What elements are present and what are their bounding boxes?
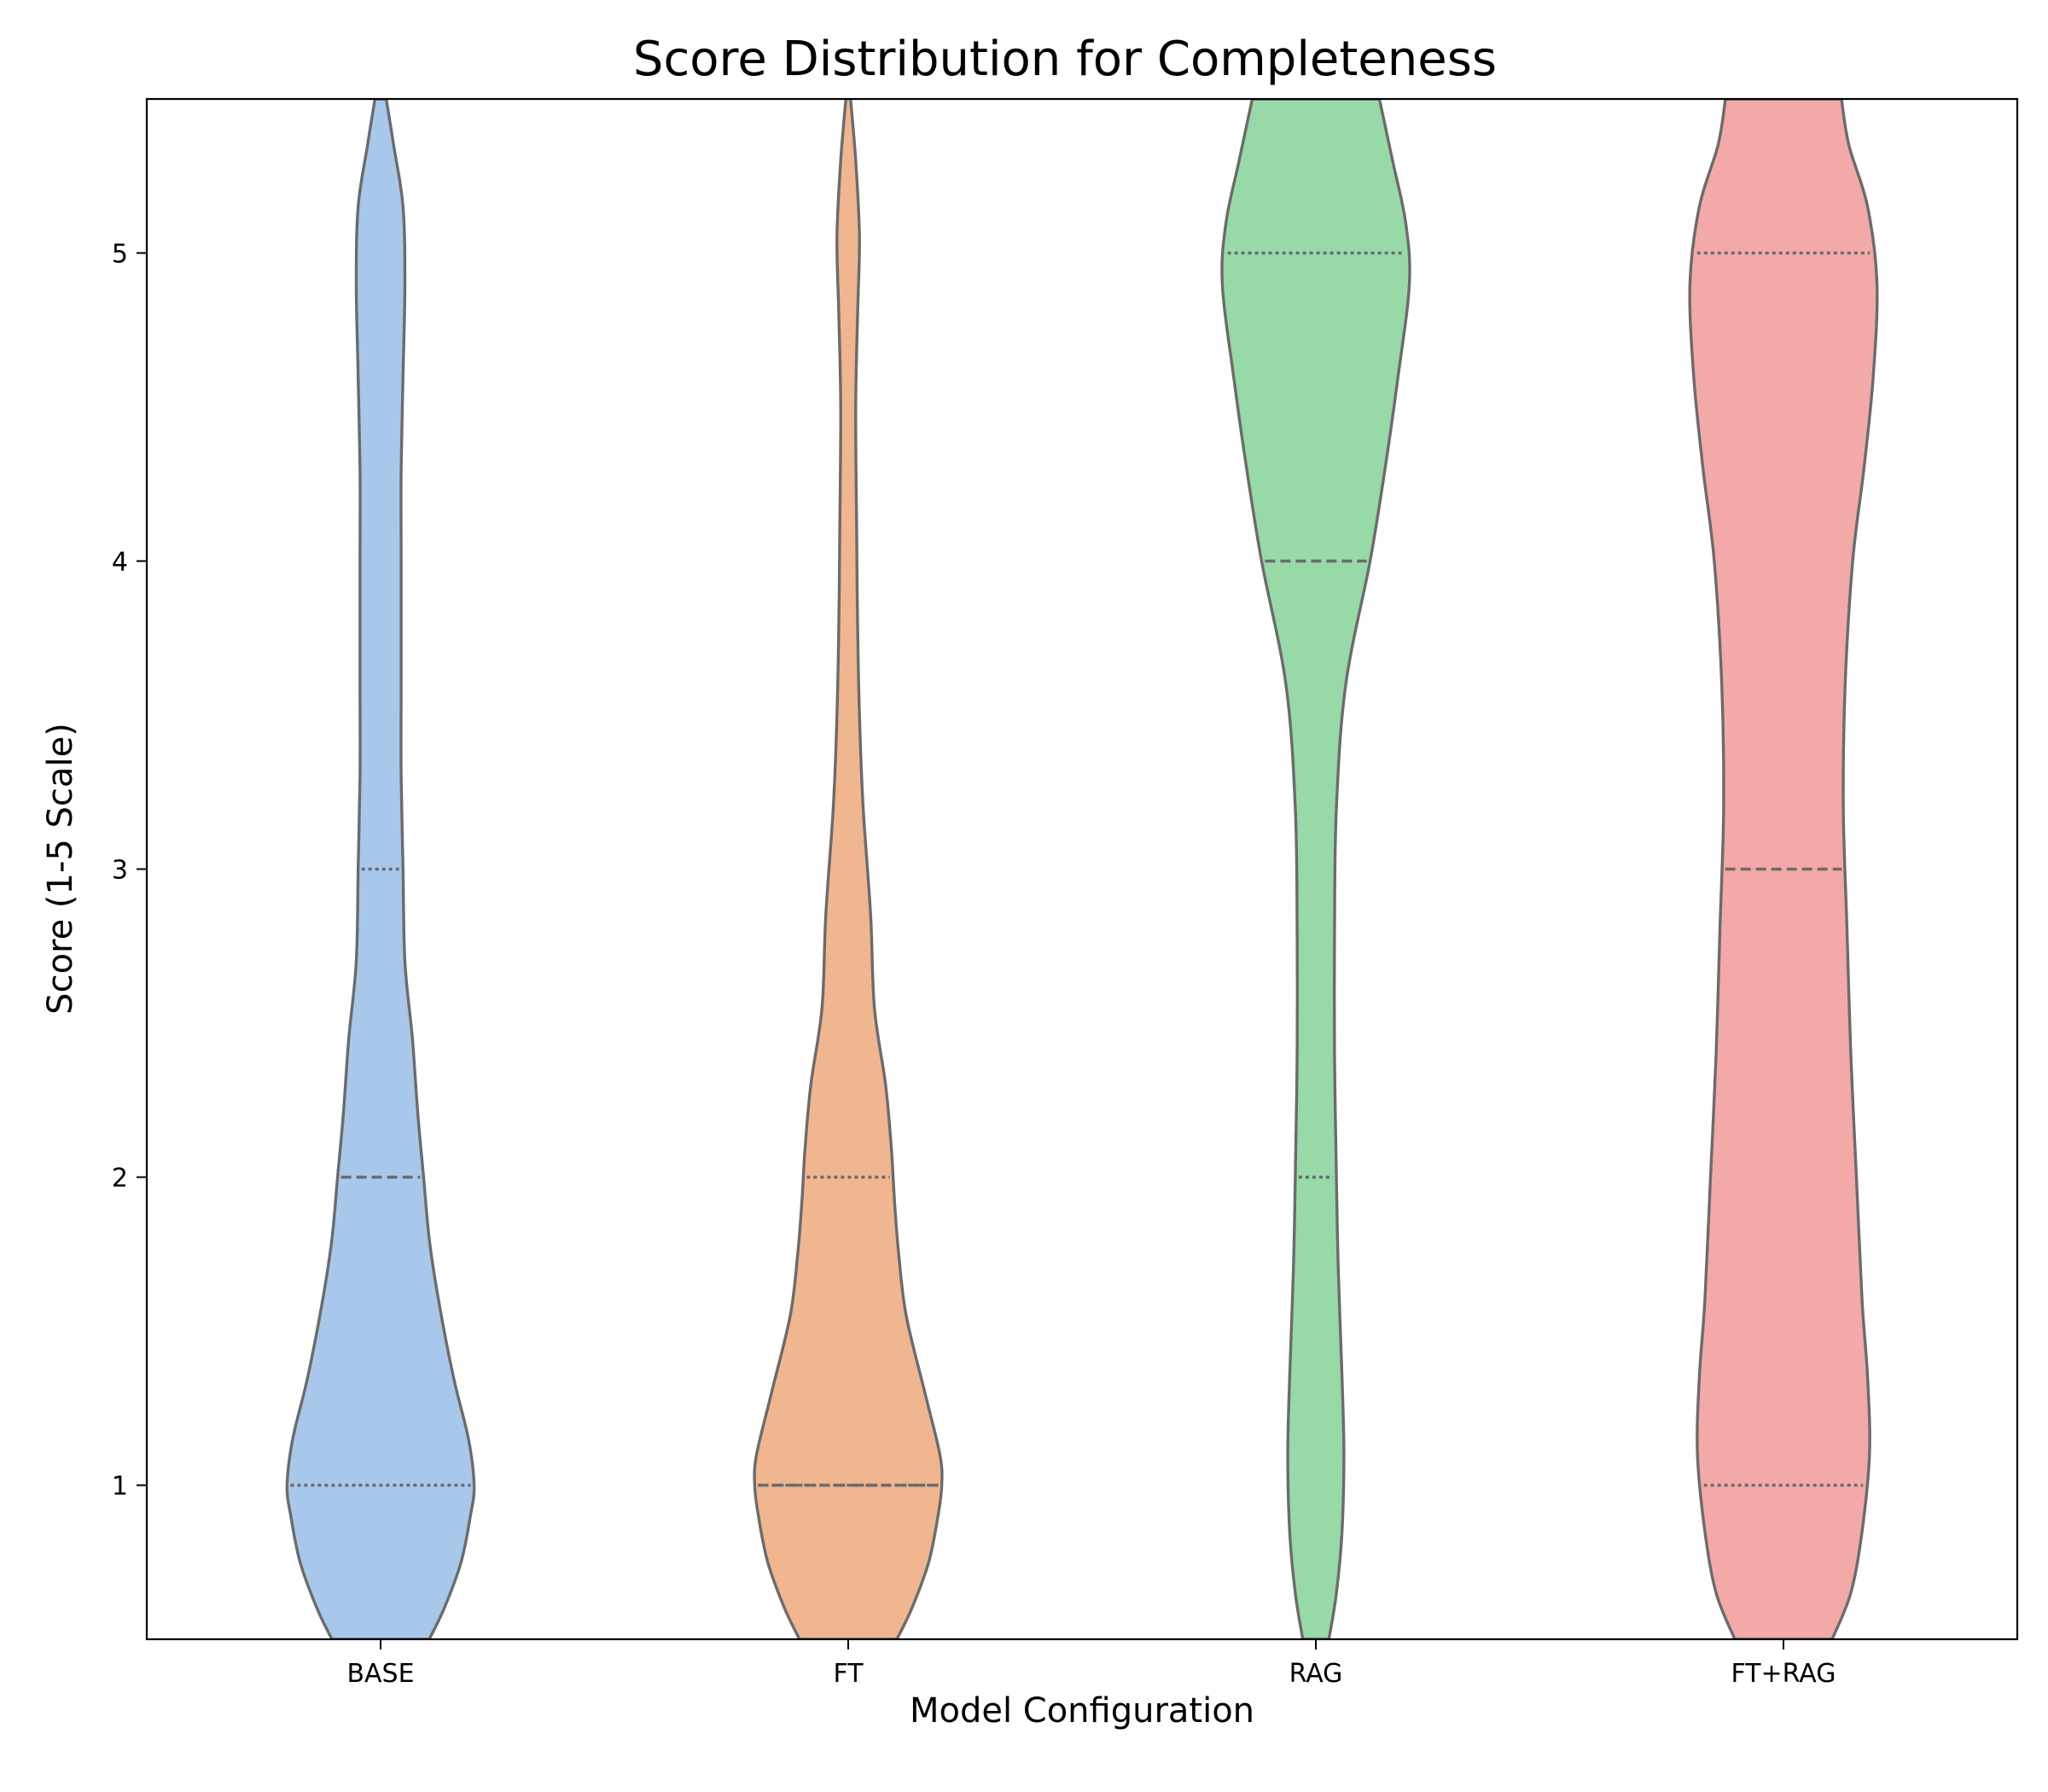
violin-group	[285, 99, 1879, 1639]
violin-rag	[1220, 99, 1411, 1639]
chart-title: Score Distribution for Completeness	[633, 32, 1497, 87]
x-axis: BASE FT RAG FT+RAG	[346, 1639, 1836, 1689]
y-tick-label: 2	[112, 1164, 128, 1194]
x-axis-label: Model Configuration	[910, 1691, 1254, 1731]
violin-ft	[753, 99, 944, 1639]
x-tick-label: FT+RAG	[1731, 1659, 1836, 1689]
x-tick-label: FT	[833, 1659, 864, 1689]
y-tick-label: 5	[112, 240, 128, 270]
y-axis: 1 2 3 4 5	[112, 240, 147, 1502]
y-tick-label: 1	[112, 1472, 128, 1502]
y-tick-label: 3	[112, 856, 128, 886]
violin-base	[285, 99, 476, 1639]
y-axis-label: Score (1-5 Scale)	[41, 723, 80, 1015]
x-tick-label: BASE	[346, 1659, 414, 1689]
x-tick-label: RAG	[1289, 1659, 1343, 1689]
violin-ft-rag	[1688, 99, 1879, 1639]
y-tick-label: 4	[112, 548, 128, 578]
